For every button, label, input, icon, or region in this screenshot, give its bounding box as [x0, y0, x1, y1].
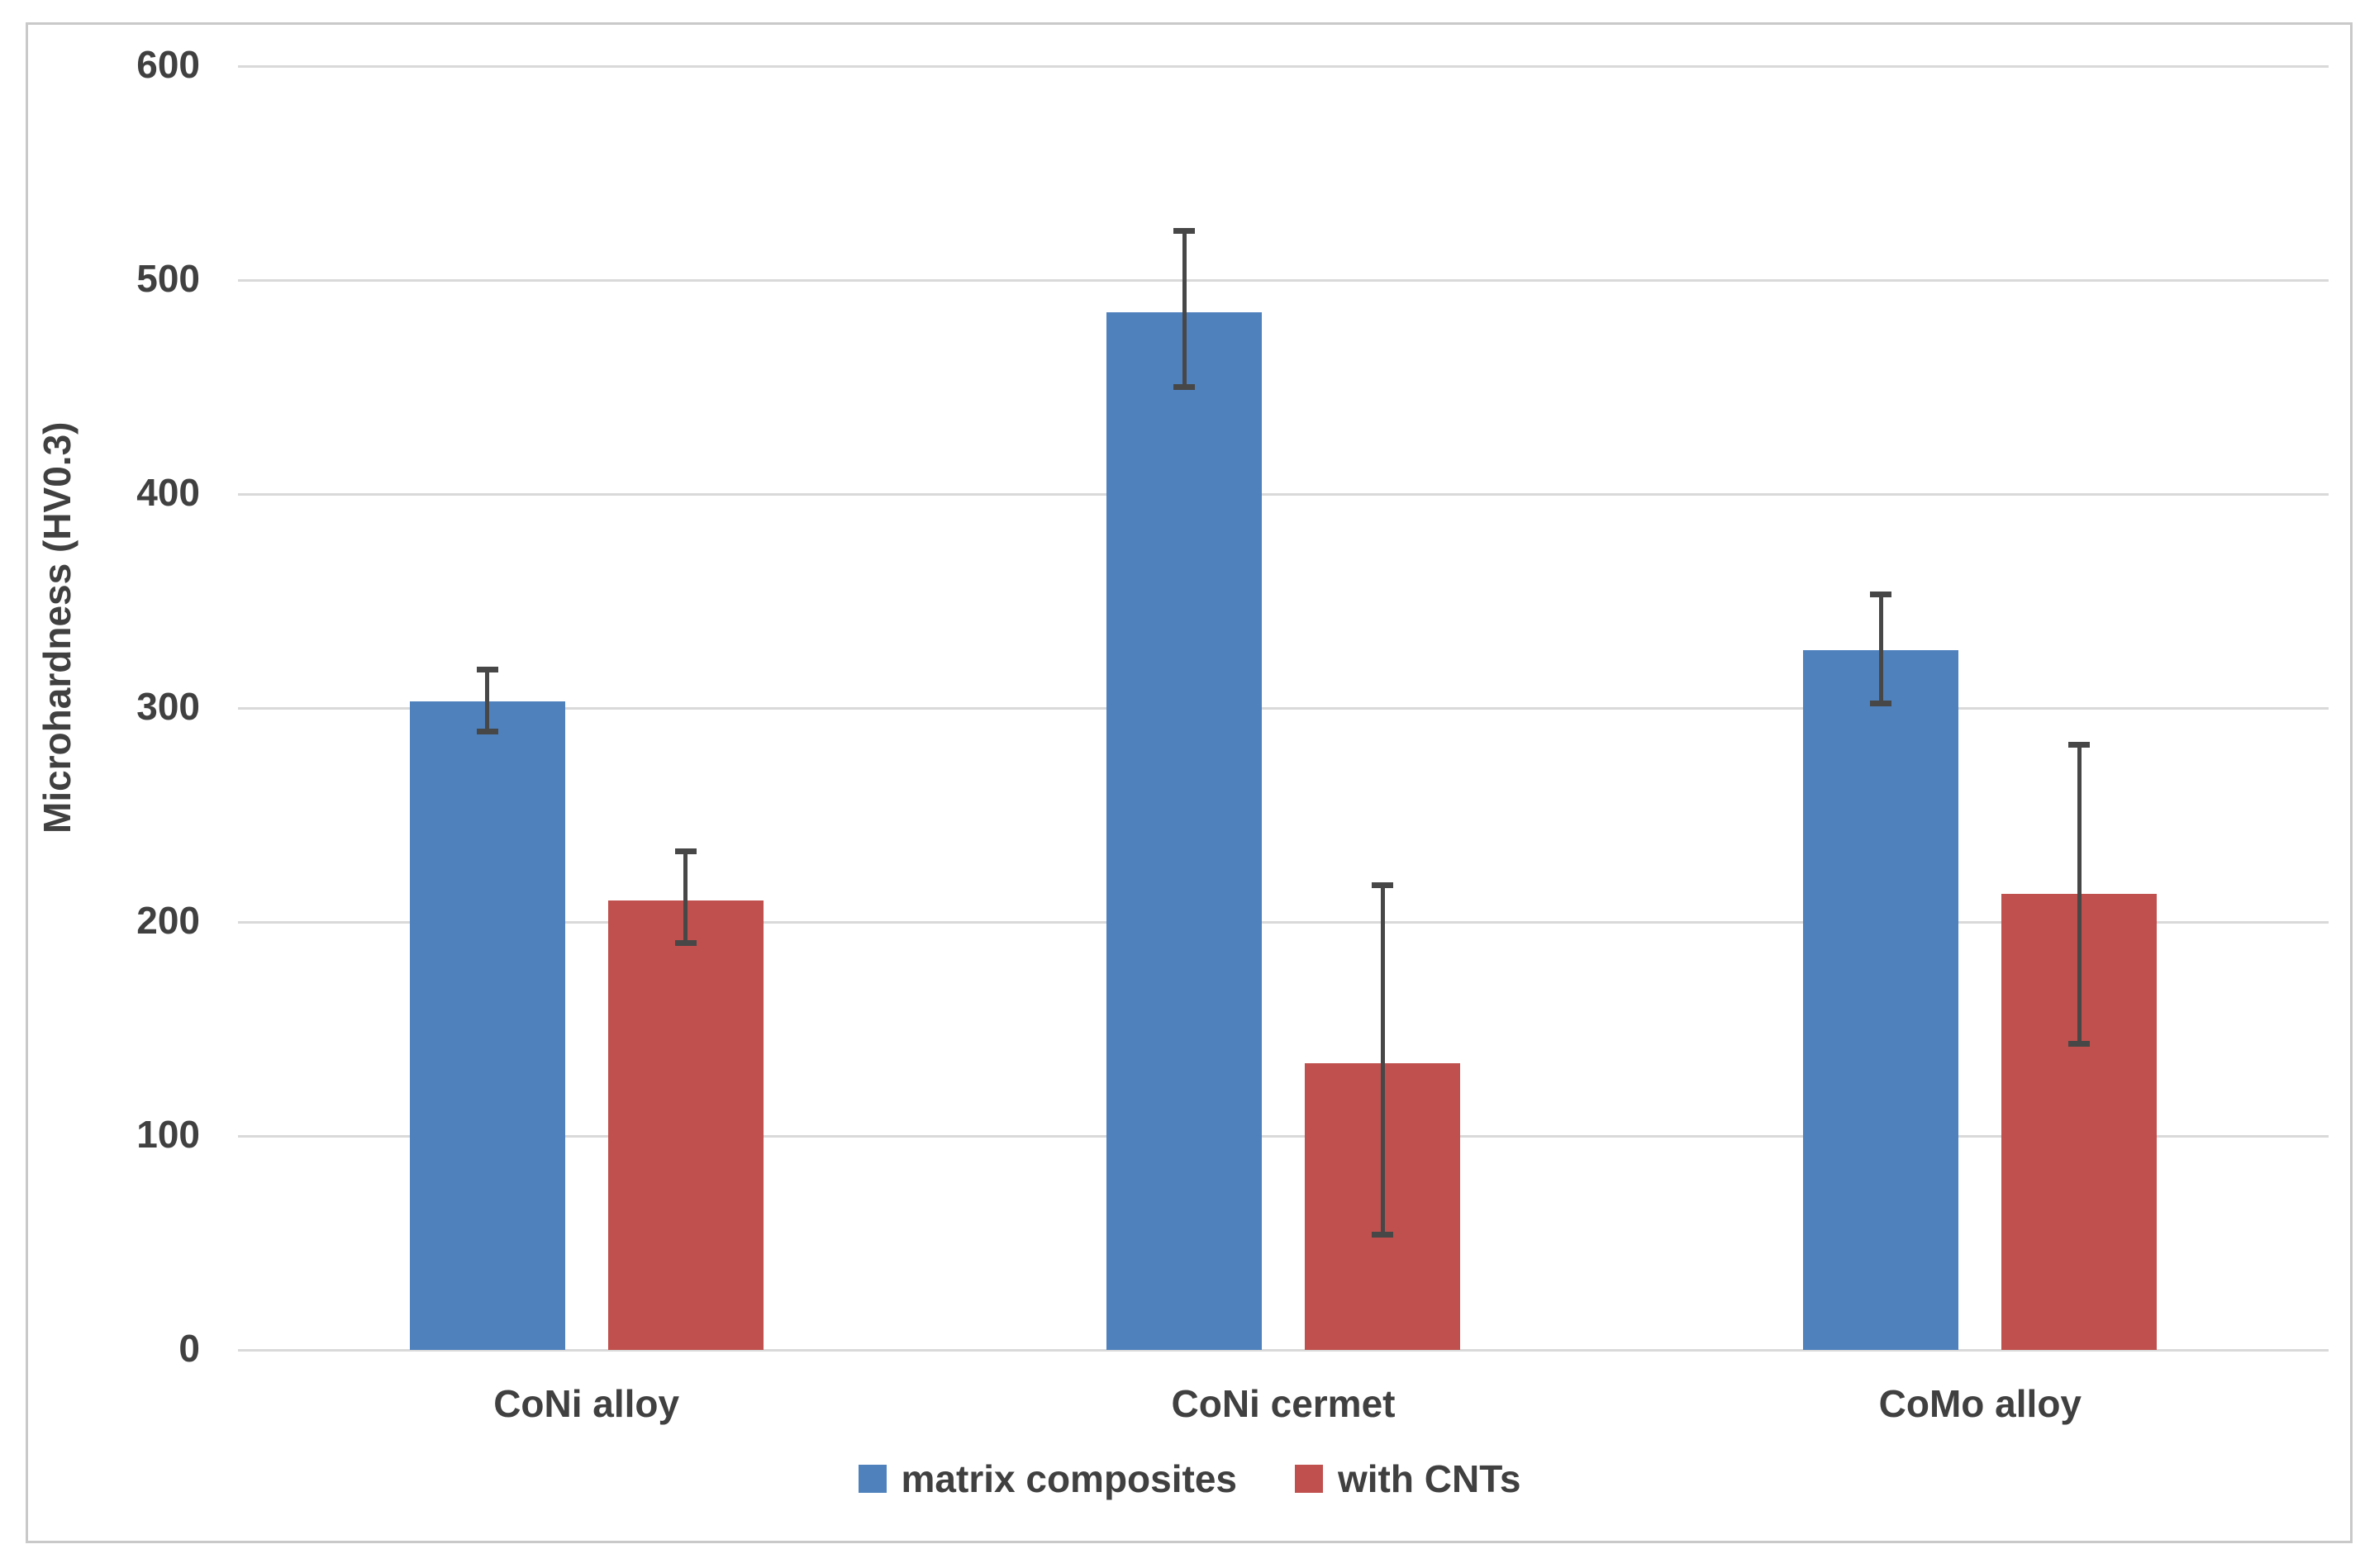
error-bar-cap: [1870, 592, 1892, 598]
legend-item-with-cnts: with CNTs: [1295, 1456, 1520, 1501]
gridline-100: [238, 1134, 2329, 1138]
y-tick-0: 0: [178, 1326, 200, 1370]
error-bar-line: [1182, 230, 1187, 387]
legend-swatch-red-icon: [1295, 1465, 1323, 1493]
error-bar-cap: [2068, 741, 2091, 748]
error-bar-cap: [1173, 227, 1195, 234]
x-label-1: CoNi cermet: [1171, 1382, 1396, 1425]
legend-item-matrix-composites: matrix composites: [858, 1456, 1237, 1501]
error-bar-line: [1380, 885, 1385, 1235]
error-bar-line: [2077, 744, 2082, 1044]
gridline-300: [238, 706, 2329, 710]
error-bar-cap: [674, 848, 697, 855]
bar-matrix-composites-1: [1106, 311, 1262, 1350]
x-label-2: CoMo alloy: [1878, 1382, 2082, 1425]
y-tick-200: 200: [136, 898, 200, 942]
y-tick-300: 300: [136, 684, 200, 728]
error-bar-cap: [1870, 701, 1892, 707]
bar-matrix-composites-0: [409, 701, 565, 1350]
legend: matrix composites with CNTs: [0, 1456, 2379, 1501]
gridline-400: [238, 492, 2329, 496]
error-bar-cap: [1372, 1231, 1393, 1238]
y-tick-400: 400: [136, 470, 200, 514]
error-bar-line: [485, 669, 490, 732]
y-axis-title: Microhardness (HV0.3): [36, 421, 79, 834]
gridline-600: [238, 64, 2329, 68]
gridline-500: [238, 278, 2329, 282]
legend-label-with-cnts: with CNTs: [1338, 1457, 1521, 1500]
x-label-0: CoNi alloy: [493, 1382, 680, 1425]
error-bar-cap: [1173, 384, 1195, 390]
y-tick-100: 100: [136, 1112, 200, 1156]
error-bar-cap: [674, 940, 697, 947]
y-tick-500: 500: [136, 256, 200, 300]
gridline-0: [238, 1348, 2329, 1352]
legend-swatch-blue-icon: [858, 1465, 887, 1493]
error-bar-line: [683, 851, 688, 943]
error-bar-line: [1878, 594, 1883, 704]
bar-with-CNTs-0: [607, 900, 764, 1350]
error-bar-cap: [1372, 882, 1393, 889]
gridline-200: [238, 920, 2329, 924]
legend-label-matrix-composites: matrix composites: [901, 1457, 1237, 1500]
error-bar-cap: [476, 728, 498, 734]
error-bar-cap: [2068, 1041, 2091, 1048]
bar-matrix-composites-2: [1803, 650, 1959, 1350]
error-bar-cap: [476, 666, 498, 672]
y-tick-600: 600: [136, 42, 200, 86]
